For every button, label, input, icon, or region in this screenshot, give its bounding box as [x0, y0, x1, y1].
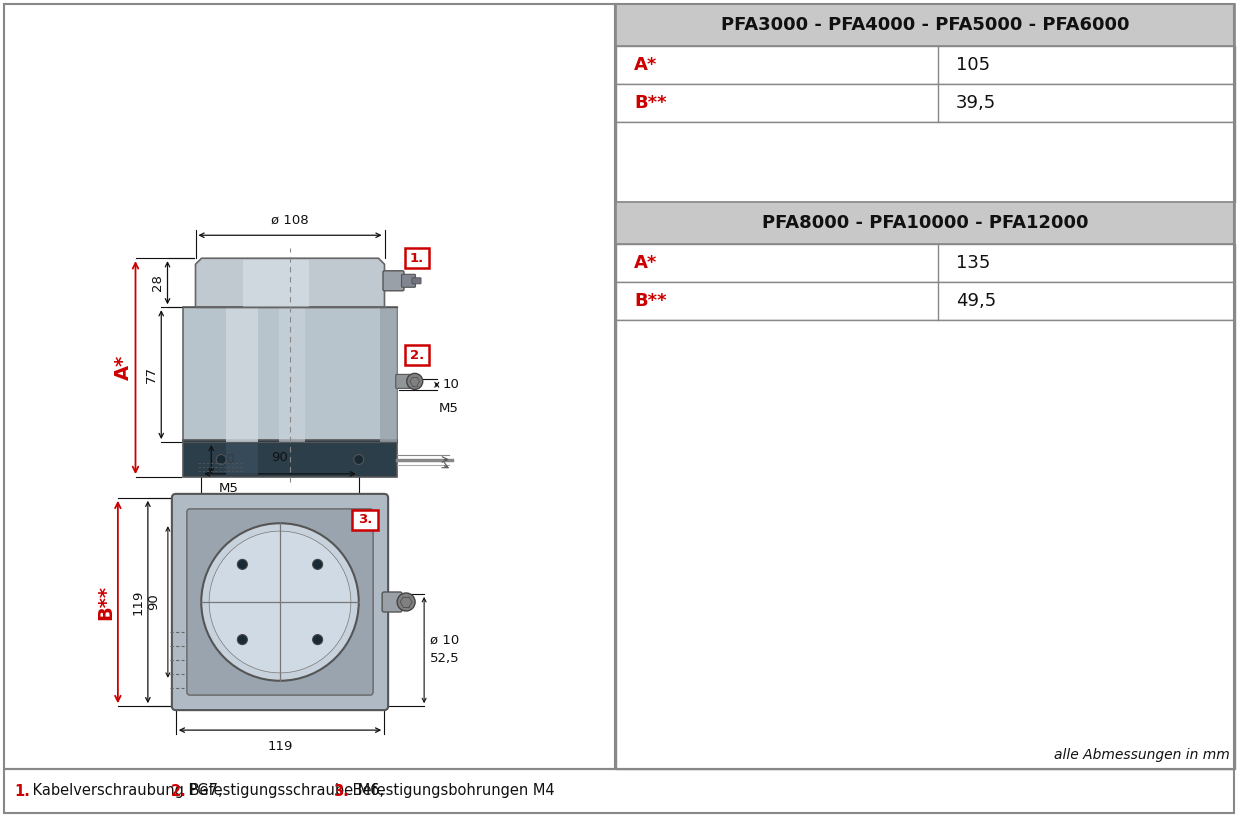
- Text: ø 108: ø 108: [271, 213, 308, 226]
- Text: PFA8000 - PFA10000 - PFA12000: PFA8000 - PFA10000 - PFA12000: [763, 214, 1088, 232]
- Circle shape: [313, 560, 323, 569]
- Text: B**: B**: [634, 94, 666, 112]
- Text: 119: 119: [131, 589, 145, 614]
- Text: 119: 119: [267, 740, 292, 753]
- Circle shape: [202, 523, 359, 681]
- Bar: [183, 440, 396, 477]
- Polygon shape: [196, 258, 385, 307]
- Text: A*: A*: [634, 56, 657, 74]
- Bar: [243, 261, 310, 307]
- FancyBboxPatch shape: [401, 275, 416, 288]
- Bar: [617, 282, 1236, 320]
- Text: M5: M5: [438, 402, 458, 415]
- FancyBboxPatch shape: [187, 509, 373, 695]
- Bar: [617, 4, 1236, 46]
- FancyBboxPatch shape: [172, 493, 389, 710]
- Text: 10: 10: [443, 378, 459, 391]
- Bar: [352, 510, 378, 530]
- Bar: [405, 346, 428, 365]
- Circle shape: [313, 635, 323, 645]
- FancyBboxPatch shape: [396, 374, 412, 388]
- Text: 49,5: 49,5: [956, 292, 997, 310]
- Circle shape: [238, 560, 248, 569]
- FancyBboxPatch shape: [412, 278, 421, 283]
- Text: B**: B**: [634, 292, 666, 310]
- Text: Kabelverschraubung PG7,: Kabelverschraubung PG7,: [28, 784, 223, 798]
- Circle shape: [407, 373, 422, 390]
- Bar: [617, 244, 1236, 282]
- Text: 77: 77: [145, 366, 157, 383]
- Text: 2.: 2.: [410, 349, 423, 362]
- Text: 20: 20: [218, 453, 235, 466]
- Circle shape: [397, 593, 415, 611]
- Text: 105: 105: [956, 56, 990, 74]
- Text: 1.: 1.: [410, 252, 423, 265]
- Circle shape: [238, 635, 248, 645]
- FancyBboxPatch shape: [383, 270, 404, 291]
- Text: 52,5: 52,5: [430, 652, 459, 664]
- Bar: [280, 307, 305, 442]
- Bar: [227, 307, 258, 442]
- Bar: [617, 84, 1236, 122]
- Bar: [617, 122, 1236, 202]
- Text: PFA3000 - PFA4000 - PFA5000 - PFA6000: PFA3000 - PFA4000 - PFA5000 - PFA6000: [722, 16, 1130, 34]
- Circle shape: [354, 454, 364, 465]
- Circle shape: [209, 531, 350, 673]
- Text: Befestigungsbohrungen M4: Befestigungsbohrungen M4: [348, 784, 555, 798]
- Text: 3.: 3.: [358, 513, 373, 526]
- Text: 2.: 2.: [171, 784, 187, 798]
- Bar: [380, 307, 396, 442]
- Bar: [617, 320, 1236, 769]
- Bar: [227, 442, 258, 475]
- Text: Befestigungsschraube M6,: Befestigungsschraube M6,: [184, 784, 384, 798]
- Bar: [4, 769, 1234, 813]
- Bar: [183, 307, 396, 442]
- Text: M5: M5: [218, 482, 238, 495]
- Bar: [405, 248, 428, 268]
- Bar: [617, 46, 1236, 84]
- Text: 135: 135: [956, 254, 990, 272]
- Circle shape: [217, 454, 227, 465]
- Text: 1.: 1.: [14, 784, 30, 798]
- Text: 90: 90: [271, 451, 288, 464]
- Text: alle Abmessungen in mm: alle Abmessungen in mm: [1055, 748, 1231, 762]
- Text: A*: A*: [114, 355, 132, 380]
- Text: ø 10: ø 10: [430, 633, 459, 646]
- Text: 3.: 3.: [333, 784, 349, 798]
- Text: 90: 90: [147, 594, 160, 610]
- Text: A*: A*: [634, 254, 657, 272]
- Bar: [617, 202, 1236, 244]
- Text: B**: B**: [97, 584, 115, 619]
- Text: 28: 28: [151, 275, 163, 291]
- FancyBboxPatch shape: [383, 592, 402, 612]
- Text: 39,5: 39,5: [956, 94, 997, 112]
